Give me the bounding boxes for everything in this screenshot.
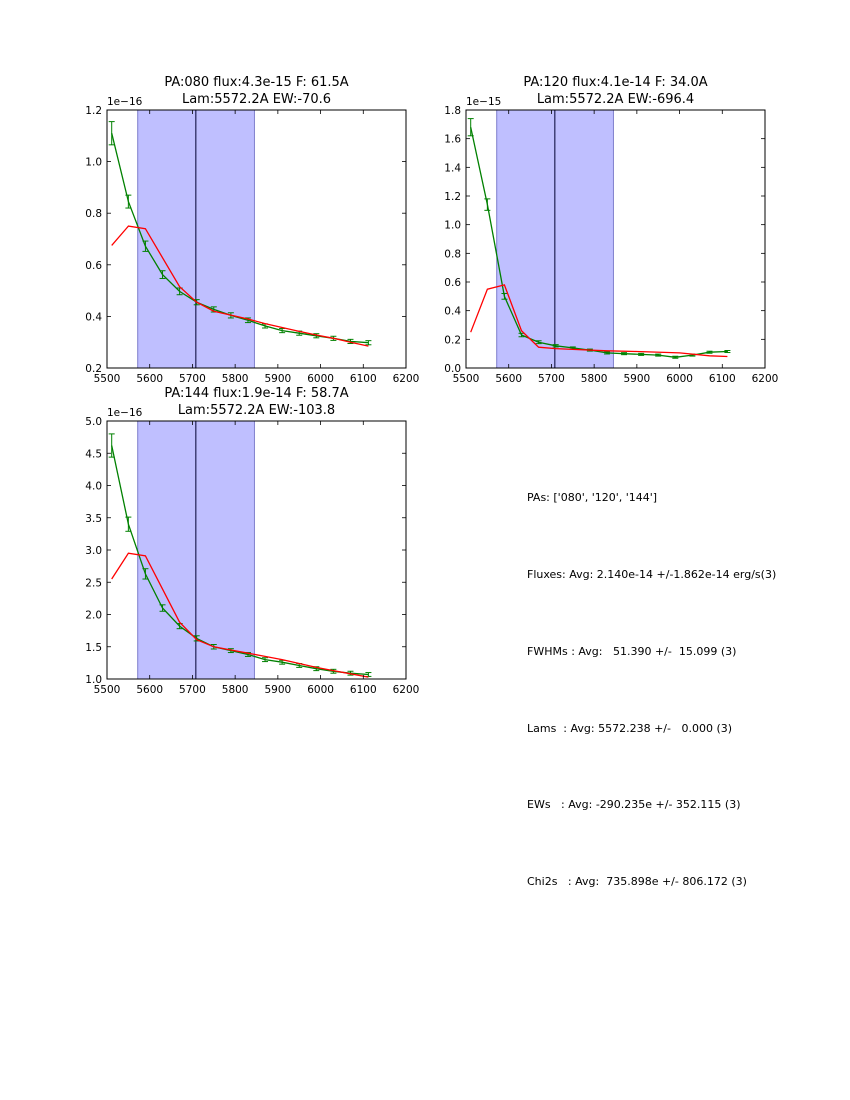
x-tick-label: 5600: [136, 684, 163, 696]
x-tick-label: 6200: [393, 684, 420, 696]
x-tick-label: 6000: [307, 684, 334, 696]
error-bar: [724, 350, 731, 354]
y-tick-label: 1.4: [444, 162, 461, 174]
y-offset-label: 1e−15: [466, 96, 501, 108]
y-offset-label: 1e−16: [107, 407, 143, 419]
error-bar: [638, 352, 645, 356]
y-tick-label: 2.0: [85, 610, 102, 622]
y-tick-label: 3.5: [85, 513, 102, 525]
x-tick-label: 5700: [179, 373, 206, 385]
x-tick-label: 5500: [94, 373, 121, 385]
error-bar: [484, 198, 491, 211]
x-tick-label: 6000: [666, 373, 693, 385]
y-tick-label: 0.4: [85, 311, 102, 323]
y-tick-label: 1.0: [85, 674, 102, 686]
error-bar: [501, 292, 508, 300]
y-tick-label: 0.0: [444, 363, 461, 375]
summary-chi2s: Chi2s : Avg: 735.898e +/- 806.172 (3): [527, 875, 747, 889]
y-tick-label: 0.8: [85, 208, 102, 220]
y-tick-label: 1.6: [444, 134, 461, 146]
y-offset-label: 1e−16: [107, 96, 143, 108]
error-bar: [672, 355, 679, 359]
chart-title-line-1: PA:120 flux:4.1e-14 F: 34.0A: [523, 75, 707, 90]
error-bar: [108, 433, 115, 458]
error-bar: [603, 351, 610, 355]
chart-title-line-2: Lam:5572.2A EW:-70.6: [182, 92, 331, 107]
data-series-line: [470, 127, 728, 358]
x-tick-label: 5800: [581, 373, 608, 385]
plot-frame: [106, 109, 407, 369]
error-bar: [706, 350, 713, 354]
y-tick-label: 0.4: [444, 306, 461, 318]
x-tick-label: 6200: [752, 373, 779, 385]
x-tick-label: 5800: [222, 373, 249, 385]
y-tick-label: 1.0: [85, 157, 102, 169]
x-tick-label: 5900: [264, 684, 291, 696]
x-tick-label: 6100: [709, 373, 736, 385]
y-tick-label: 1.5: [85, 642, 102, 654]
x-tick-label: 6200: [393, 373, 420, 385]
chart-panel-1: 5500 5600 5700 5800 5900 6000 6100 6200 0.2 0.4 0.…: [85, 75, 419, 385]
y-tick-label: 0.8: [444, 248, 461, 260]
y-tick-label: 1.8: [444, 105, 461, 117]
chart-panel-2: 5500 5600 5700 5800 5900 6000 6100 6200 0.0 0.2 0.…: [444, 75, 778, 385]
error-bar: [621, 352, 628, 356]
error-bar: [108, 121, 115, 146]
summary-ews: EWs : Avg: -290.235e +/- 352.115 (3): [527, 798, 741, 812]
summary-lams: Lams : Avg: 5572.238 +/- 0.000 (3): [527, 721, 733, 735]
chart-panel-3: 5500 5600 5700 5800 5900 6000 6100 6200 1.0 1.5 2.…: [85, 386, 419, 696]
x-tick-label: 5700: [538, 373, 565, 385]
error-bar: [125, 194, 132, 209]
summary-fwhms: FWHMs : Avg: 51.390 +/- 15.099 (3): [527, 644, 737, 658]
error-bar: [142, 240, 149, 252]
chart-title-line-2: Lam:5572.2A EW:-696.4: [537, 92, 694, 107]
x-tick-label: 5600: [495, 373, 522, 385]
error-bar: [159, 604, 166, 612]
y-tick-label: 1.2: [85, 105, 102, 117]
fit-series-line: [470, 284, 728, 358]
x-tick-label: 5800: [222, 684, 249, 696]
y-tick-label: 3.0: [85, 545, 102, 557]
y-tick-label: 0.6: [444, 277, 461, 289]
error-bar: [467, 118, 474, 137]
error-bar: [365, 340, 372, 346]
x-tick-label: 5600: [136, 373, 163, 385]
y-tick-label: 4.5: [85, 448, 102, 460]
x-tick-label: 5500: [453, 373, 480, 385]
fit-series-line: [111, 225, 369, 347]
y-tick-label: 0.2: [85, 363, 102, 375]
summary-fluxes: Fluxes: Avg: 2.140e-14 +/-1.862e-14 erg/…: [527, 567, 777, 581]
chart-title-line-1: PA:144 flux:1.9e-14 F: 58.7A: [164, 386, 348, 401]
x-tick-label: 5900: [264, 373, 291, 385]
y-tick-label: 4.0: [85, 481, 102, 493]
error-bar: [552, 344, 559, 348]
error-bar: [159, 270, 166, 279]
x-tick-label: 5900: [623, 373, 650, 385]
plot-frame: [465, 109, 766, 369]
data-series-line: [111, 445, 369, 676]
x-tick-label: 5500: [94, 684, 121, 696]
error-bar: [125, 516, 132, 532]
error-bar: [262, 657, 269, 663]
y-tick-label: 5.0: [85, 416, 102, 428]
fit-series-line: [111, 552, 369, 678]
x-tick-label: 6100: [350, 684, 377, 696]
y-tick-label: 0.6: [85, 260, 102, 272]
y-tick-label: 1.0: [444, 220, 461, 232]
chart-title-line-2: Lam:5572.2A EW:-103.8: [178, 403, 335, 418]
error-bar: [142, 568, 149, 580]
x-tick-label: 6100: [350, 373, 377, 385]
x-tick-label: 6000: [307, 373, 334, 385]
y-tick-label: 2.5: [85, 577, 102, 589]
x-tick-label: 5700: [179, 684, 206, 696]
summary-panel: PAs: ['080', '120', '144'] Fluxes: Avg: …: [527, 434, 827, 920]
error-bar: [655, 353, 662, 357]
y-tick-label: 1.2: [444, 191, 461, 203]
y-tick-label: 0.2: [444, 334, 461, 346]
summary-pas: PAs: ['080', '120', '144']: [527, 491, 658, 505]
chart-title-line-1: PA:080 flux:4.3e-15 F: 61.5A: [164, 75, 348, 90]
error-bar: [535, 340, 542, 345]
